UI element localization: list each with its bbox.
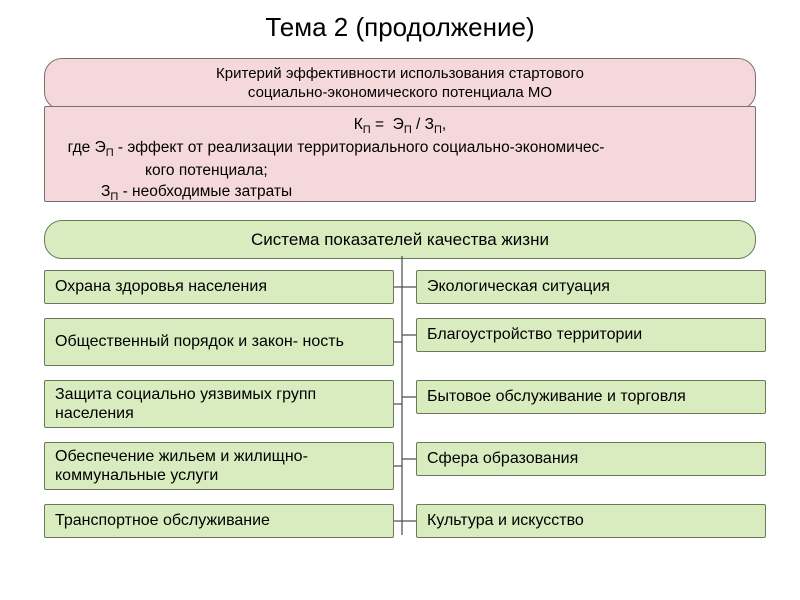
list-item: Охрана здоровья населения	[44, 270, 394, 304]
list-item: Общественный порядок и закон- ность	[44, 318, 394, 366]
list-item: Защита социально уязвимых групп населени…	[44, 380, 394, 428]
formula-ep-cont: кого потенциала;	[59, 161, 741, 182]
system-heading: Система показателей качества жизни	[44, 220, 756, 259]
right-column: Экологическая ситуация Благоустройство т…	[416, 270, 766, 552]
criterion-heading-l1: Критерий эффективности использования ста…	[216, 65, 584, 82]
formula-ep-line: где ЭП - эффект от реализации территориа…	[59, 138, 741, 161]
list-item: Сфера образования	[416, 442, 766, 476]
list-item: Благоустройство территории	[416, 318, 766, 352]
list-item: Культура и искусство	[416, 504, 766, 538]
criterion-heading-l2: социально-экономического потенциала МО	[248, 84, 552, 101]
formula-zp-line: ЗП - необходимые затраты	[59, 182, 741, 205]
criterion-heading: Критерий эффективности использования ста…	[44, 58, 756, 110]
list-item: Транспортное обслуживание	[44, 504, 394, 538]
list-item: Обеспечение жильем и жилищно-коммунальны…	[44, 442, 394, 490]
list-item: Экологическая ситуация	[416, 270, 766, 304]
list-item: Бытовое обслуживание и торговля	[416, 380, 766, 414]
page-title: Тема 2 (продолжение)	[0, 0, 800, 57]
formula-equation: КП = ЭП / ЗП,	[59, 115, 741, 138]
left-column: Охрана здоровья населения Общественный п…	[44, 270, 394, 552]
formula-box: КП = ЭП / ЗП, где ЭП - эффект от реализа…	[44, 106, 756, 202]
